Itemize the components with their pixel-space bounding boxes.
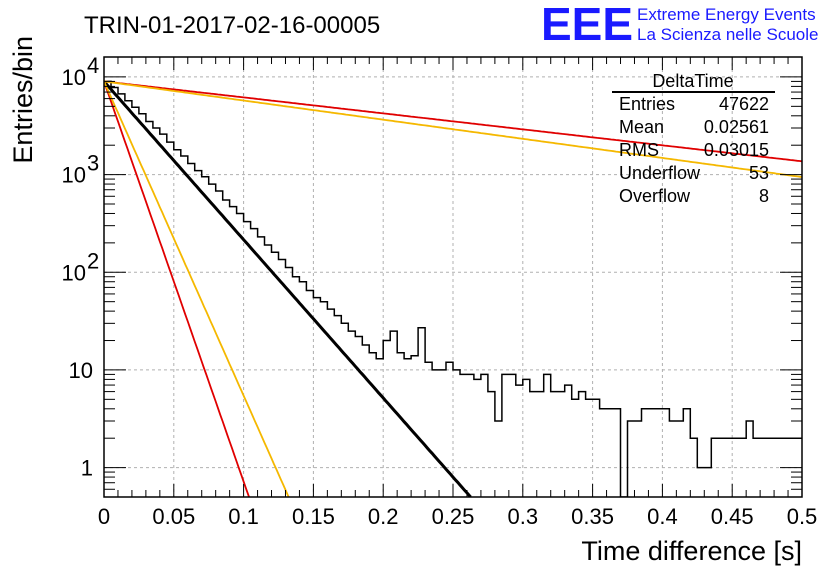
curve-yellow-fast <box>104 81 290 497</box>
y-tick-label: 10 <box>62 163 86 188</box>
eee-logo-mark: EEE <box>541 0 633 50</box>
x-tick-label: 0.2 <box>368 504 399 529</box>
stats-row-underflow-value: 53 <box>749 163 769 183</box>
x-tick-label: 0 <box>98 504 110 529</box>
y-tick-exponent: 3 <box>87 151 99 176</box>
y-tick-label: 10 <box>62 65 86 90</box>
stats-row-mean-value: 0.02561 <box>704 117 769 137</box>
stats-row-entries-value: 47622 <box>719 94 769 114</box>
y-tick-label: 1 <box>81 456 93 481</box>
x-tick-label: 0.3 <box>508 504 539 529</box>
eee-logo: EEE Extreme Energy Events La Scienza nel… <box>541 0 818 50</box>
run-title: TRIN-01-2017-02-16-00005 <box>84 12 380 39</box>
stats-title: DeltaTime <box>652 71 733 91</box>
stats-row-entries-label: Entries <box>619 94 675 114</box>
y-tick-exponent: 4 <box>87 53 99 78</box>
plot-grid <box>104 57 802 497</box>
stats-row-overflow-label: Overflow <box>619 186 691 206</box>
x-axis-title: Time difference [s] <box>581 536 802 566</box>
stats-row-mean-label: Mean <box>619 117 664 137</box>
y-tick-label: 10 <box>69 358 93 383</box>
x-tick-label: 0.25 <box>432 504 475 529</box>
eee-logo-line-2: La Scienza nelle Scuole <box>637 25 818 44</box>
x-tick-label: 0.45 <box>711 504 754 529</box>
curve-red-slow <box>104 80 802 163</box>
stats-row-underflow-label: Underflow <box>619 163 701 183</box>
curve-fit <box>104 80 472 497</box>
x-tick-label: 0.5 <box>787 504 818 529</box>
stats-row-rms-label: RMS <box>619 140 659 160</box>
stats-box: DeltaTime Entries 47622 Mean 0.02561 RMS… <box>612 71 775 206</box>
curve-yellow-slow <box>104 80 802 178</box>
x-tick-label: 0.35 <box>571 504 614 529</box>
x-tick-label: 0.1 <box>228 504 259 529</box>
x-tick-label: 0.15 <box>292 504 335 529</box>
y-tick-exponent: 2 <box>87 248 99 273</box>
stats-row-overflow-value: 8 <box>759 186 769 206</box>
histogram-steps <box>104 80 802 497</box>
plot-area <box>104 80 802 497</box>
x-tick-label: 0.05 <box>152 504 195 529</box>
axes: 0 0.05 0.1 0.15 0.2 0.25 0.3 0.35 0.4 0.45 0.5 1 10 1… <box>62 53 818 529</box>
y-axis-title: Entries/bin <box>8 36 38 164</box>
curve-red-fast <box>104 81 250 497</box>
y-tick-label: 10 <box>62 260 86 285</box>
eee-logo-line-1: Extreme Energy Events <box>637 5 816 24</box>
stats-row-rms-value: 0.03015 <box>704 140 769 160</box>
x-tick-label: 0.4 <box>647 504 678 529</box>
